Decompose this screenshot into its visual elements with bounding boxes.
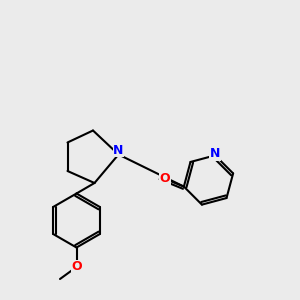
Text: O: O [71,260,82,274]
Text: O: O [160,172,170,185]
Text: N: N [210,147,220,161]
Text: N: N [113,143,124,157]
